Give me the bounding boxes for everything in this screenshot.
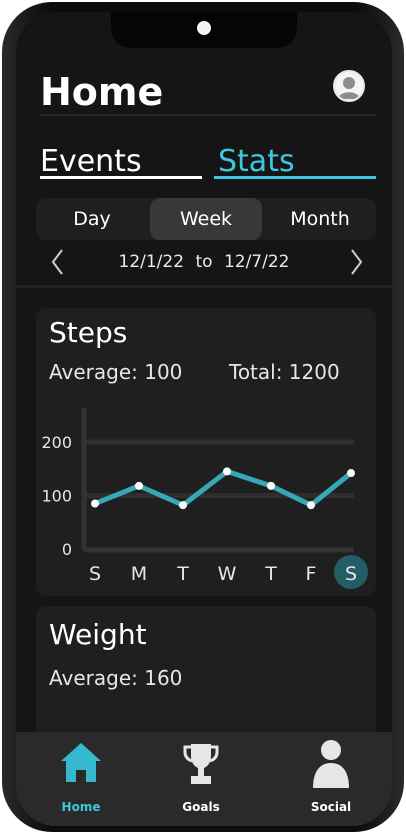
steps-data-point [347,469,355,478]
range-week-button[interactable]: Week [150,198,262,240]
chevron-left-icon[interactable] [48,248,68,276]
section-divider [16,285,392,288]
nav-goals-label: Goals [182,800,220,814]
steps-data-point [223,467,231,476]
x-tick-label: S [89,563,101,585]
steps-average: Average: 100 [49,360,183,384]
tab-stats[interactable]: Stats [218,144,295,179]
y-tick-label: 0 [62,540,72,559]
steps-series-line [94,468,353,508]
range-month-button[interactable]: Month [290,208,350,230]
x-tick-label: S [345,563,357,585]
y-tick-label: 100 [41,487,72,506]
user-circle-icon [338,77,360,99]
steps-data-point [91,499,99,508]
steps-line-chart: 0 100 200 S M T W T F S [41,408,368,589]
bottom-nav: Home Goals Social [16,732,392,826]
date-range-connector: to [195,252,213,272]
steps-data-point [267,481,275,490]
steps-title: Steps [49,316,128,349]
steps-data-point [307,501,315,510]
x-tick-label: F [306,563,317,585]
nav-social-label: Social [310,800,352,814]
tab-events[interactable]: Events [40,144,142,179]
weight-average: Average: 160 [49,666,183,690]
x-tick-label: M [131,563,147,585]
weight-title: Weight [49,618,147,651]
header-divider [40,114,376,116]
steps-card[interactable]: Steps Average: 100 Total: 1200 0 100 200 S M… [36,308,376,596]
nav-goals[interactable]: Goals [141,732,261,826]
x-tick-label: T [176,563,189,585]
nav-home-label: Home [61,800,101,814]
nav-home[interactable]: Home [21,732,141,826]
date-range-start: 12/1/22 [118,252,185,272]
range-selector: Day Week Month [36,198,376,240]
notch [111,12,297,48]
steps-data-point [179,501,187,510]
nav-social[interactable]: Social [271,732,391,826]
x-tick-label: T [264,563,277,585]
range-day-button[interactable]: Day [73,208,111,230]
tab-events-underline [40,176,202,179]
chevron-right-icon[interactable] [346,248,366,276]
camera-dot [197,21,211,35]
steps-data-point [135,481,143,490]
date-range: 12/1/22 to 12/7/22 [16,250,392,274]
person-icon [313,740,349,788]
steps-total: Total: 1200 [229,360,340,384]
x-tick-label: W [218,563,237,585]
app-screen: Home Events Stats Day Week Month 12/1/22… [16,12,392,826]
page-title: Home [40,70,164,114]
trophy-icon [183,744,219,784]
y-tick-label: 200 [41,433,72,452]
tab-stats-underline [214,176,376,179]
date-range-end: 12/7/22 [223,252,290,272]
selected-day-highlight [334,555,368,589]
profile-button[interactable] [333,70,365,102]
home-icon [61,743,101,782]
